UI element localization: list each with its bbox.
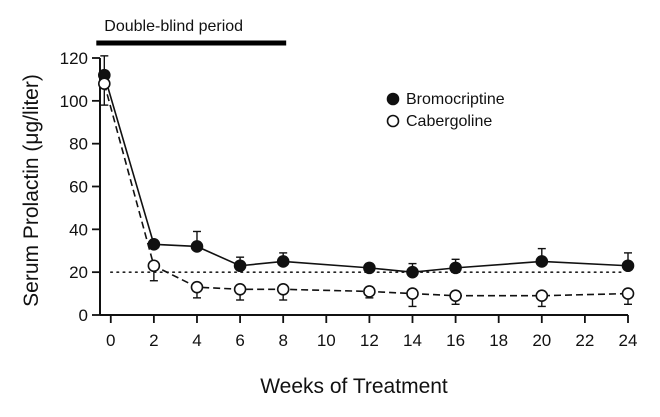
y-tick-label: 60 — [69, 178, 88, 197]
data-point-cabergoline — [449, 289, 462, 303]
annotation-text: Double-blind period — [104, 18, 243, 35]
y-tick-label: 80 — [69, 135, 88, 154]
y-tick-label: 100 — [60, 92, 88, 111]
x-tick-label: 16 — [446, 331, 465, 350]
data-point-cabergoline — [98, 77, 111, 90]
legend-marker-bromocriptine — [386, 92, 400, 106]
series-layer — [98, 55, 635, 308]
y-axis-label: Serum Prolactin (μg/liter) — [20, 74, 43, 307]
x-tick-label: 6 — [235, 331, 244, 350]
series-cabergoline — [98, 77, 635, 308]
x-tick-label: 18 — [489, 331, 508, 350]
legend: Bromocriptine Cabergoline — [386, 91, 505, 130]
data-point-bromocriptine — [363, 261, 376, 275]
legend-marker-cabergoline — [386, 114, 400, 128]
y-tick-label: 0 — [79, 306, 88, 325]
y-tick-label: 20 — [69, 263, 88, 282]
x-axis-label: Weeks of Treatment — [260, 375, 448, 398]
data-point-bromocriptine — [449, 261, 462, 275]
data-point-cabergoline — [233, 282, 247, 296]
x-tick-label: 10 — [317, 331, 336, 350]
x-tick-label: 12 — [360, 331, 379, 350]
data-point-cabergoline — [406, 287, 419, 300]
annotation-layer: Double-blind period — [96, 18, 287, 46]
data-point-cabergoline — [363, 285, 376, 298]
data-point-bromocriptine — [233, 259, 247, 273]
x-tick-label: 24 — [619, 331, 638, 350]
y-tick-label: 120 — [60, 49, 88, 68]
x-tick-label: 8 — [278, 331, 287, 350]
data-point-cabergoline — [190, 280, 204, 294]
x-tick-label: 0 — [106, 331, 115, 350]
data-point-cabergoline — [621, 287, 635, 300]
data-point-bromocriptine — [406, 265, 419, 279]
data-point-bromocriptine — [147, 238, 161, 251]
data-point-bromocriptine — [276, 255, 290, 268]
data-point-cabergoline — [276, 282, 290, 296]
legend-label-cabergoline: Cabergoline — [406, 113, 492, 130]
x-tick-label: 20 — [532, 331, 551, 350]
series-line-bromocriptine — [103, 74, 629, 273]
x-tick-label: 2 — [149, 331, 158, 350]
x-tick-label: 14 — [403, 331, 422, 350]
x-tick-label: 22 — [575, 331, 594, 350]
series-bromocriptine — [98, 55, 635, 279]
data-point-bromocriptine — [535, 255, 549, 268]
data-point-bromocriptine — [190, 240, 204, 253]
x-tick-label: 4 — [192, 331, 201, 350]
data-point-cabergoline — [147, 259, 161, 273]
data-point-bromocriptine — [621, 259, 635, 273]
legend-label-bromocriptine: Bromocriptine — [406, 91, 505, 108]
series-line-cabergoline — [103, 83, 629, 297]
data-point-cabergoline — [535, 289, 549, 303]
y-tick-label: 40 — [69, 220, 88, 239]
axes: 0 2 4 6 8 10 12 14 16 18 20 22 24020406080100120Week… — [20, 49, 637, 398]
